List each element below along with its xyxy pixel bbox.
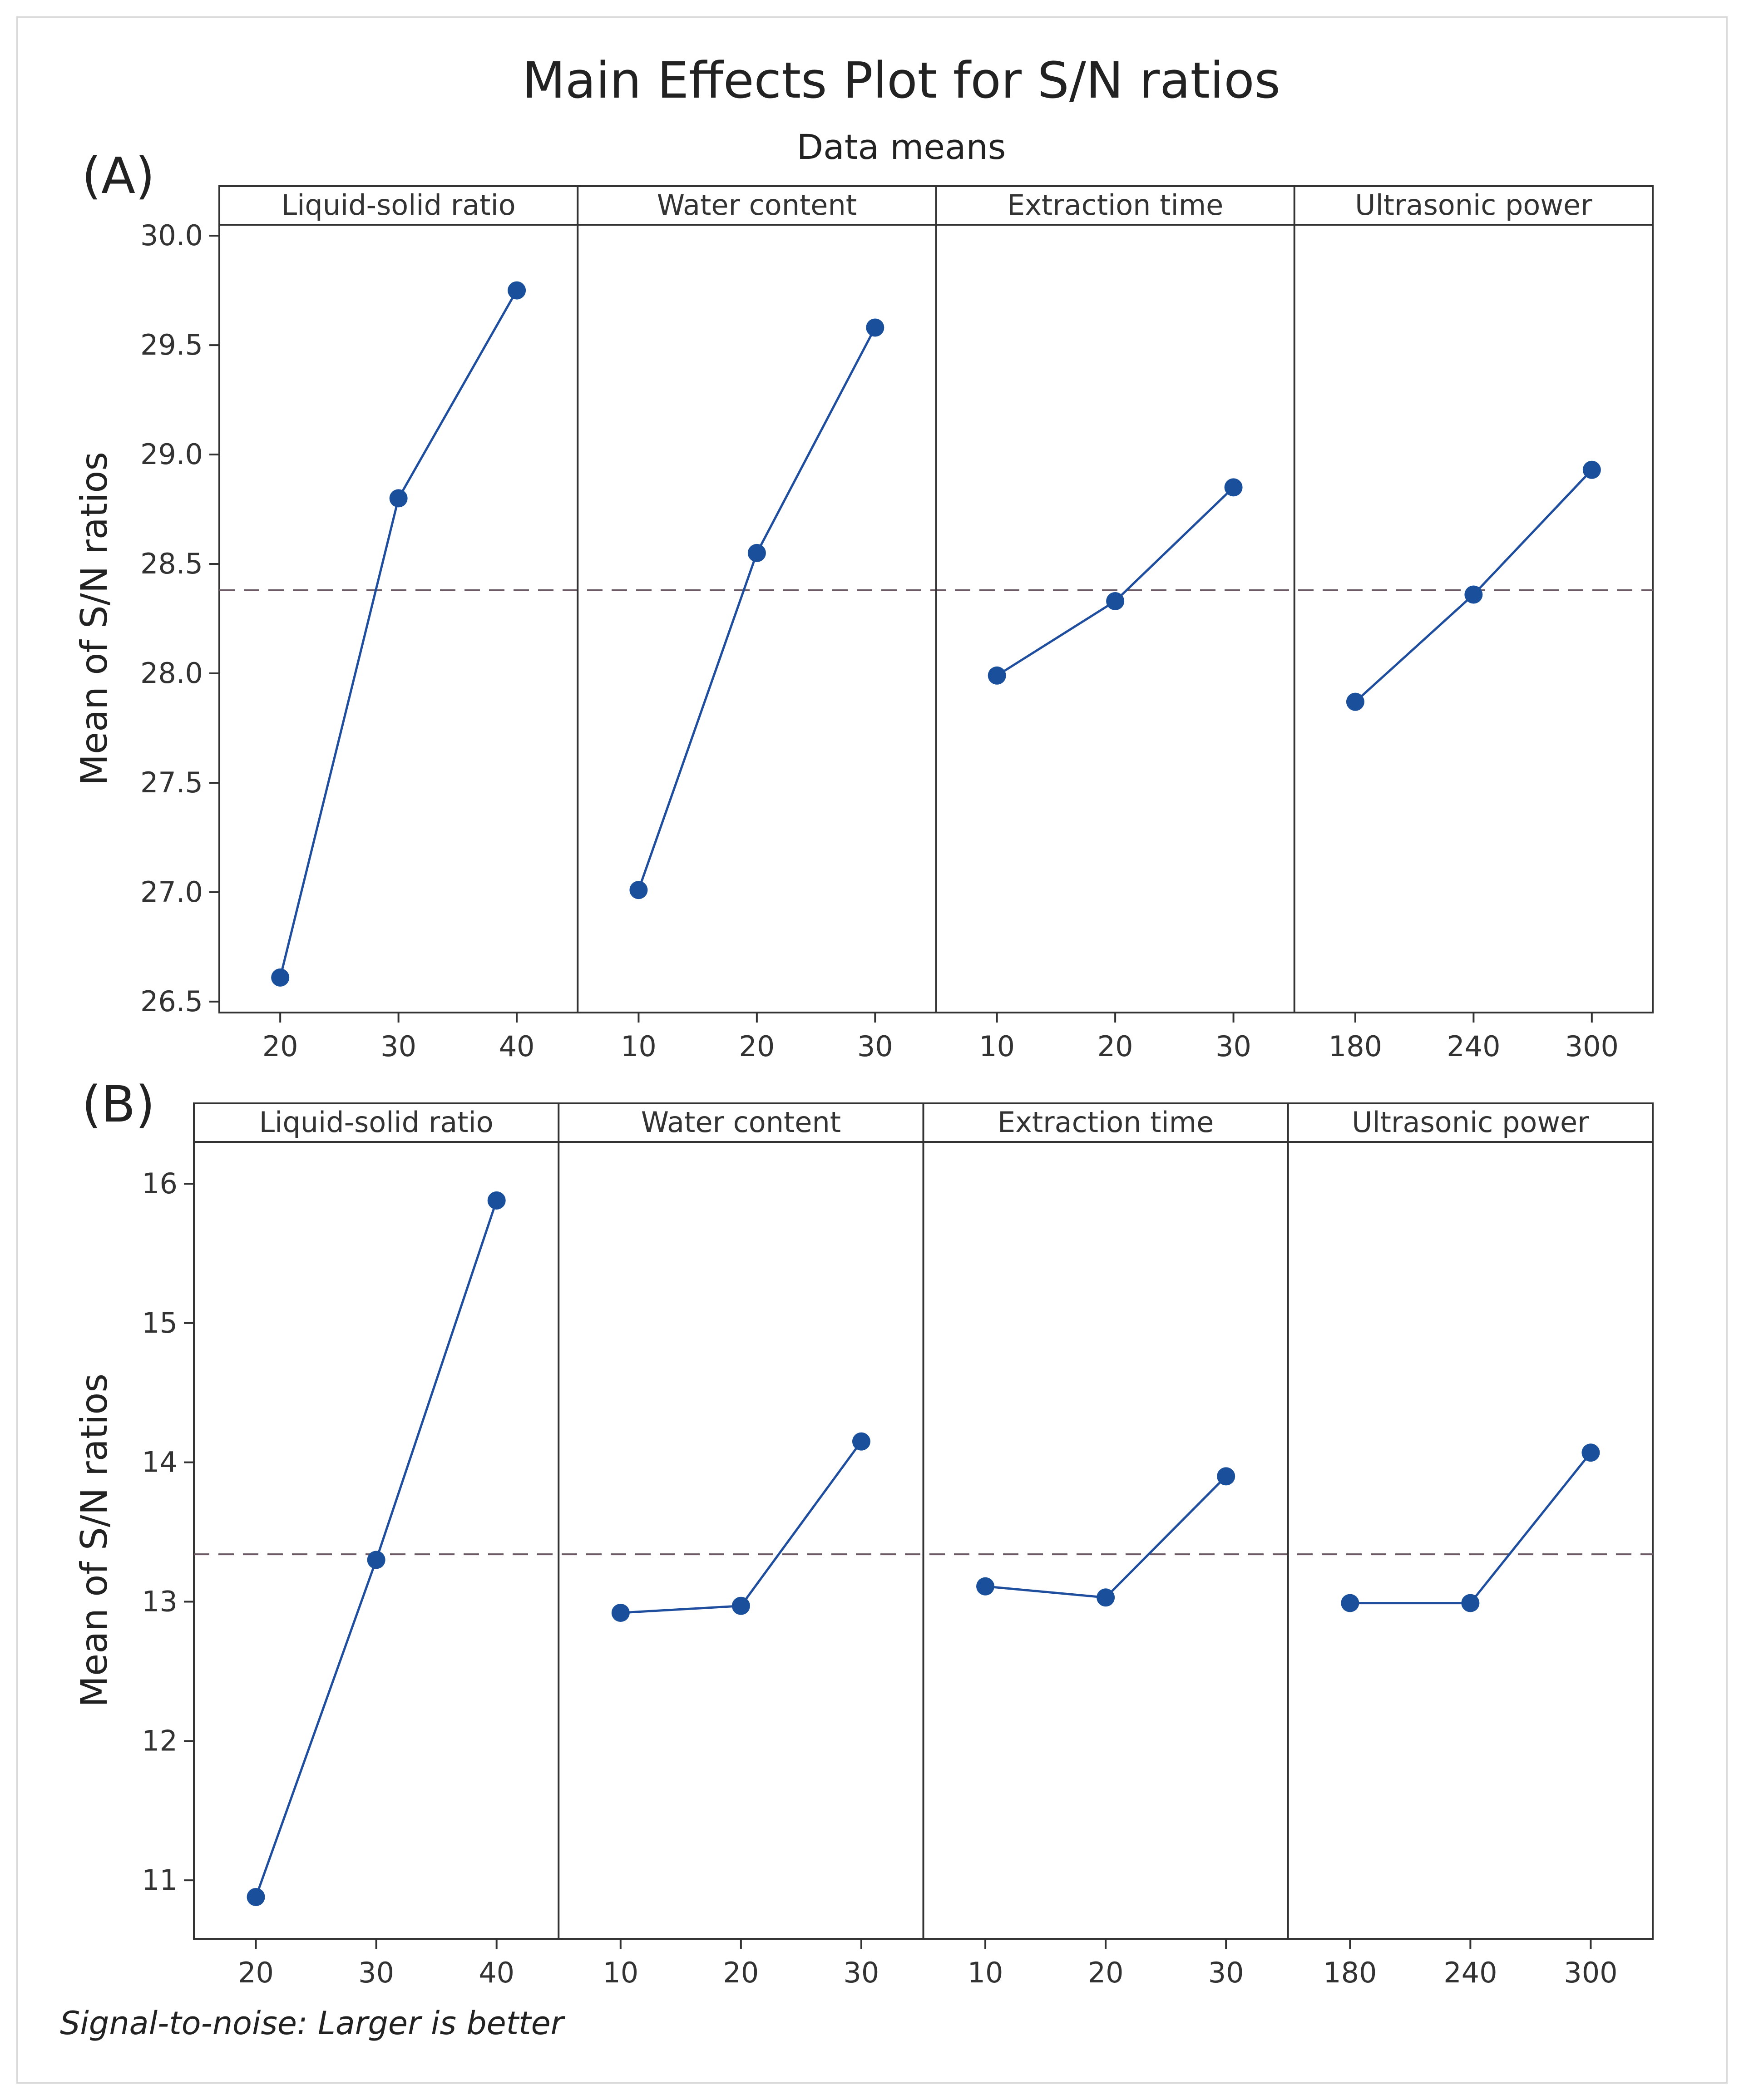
data-point (1341, 1594, 1359, 1612)
facet-label: Extraction time (1007, 188, 1223, 222)
series-line (620, 1441, 862, 1614)
facet-water-content: Water content 10 20 30 (558, 1103, 879, 1989)
panel-b: (B) Mean of S/N ratios 11 12 13 14 15 16 Liquid-… (73, 1075, 1654, 1989)
x-tick-label: 20 (739, 1030, 775, 1063)
series-line (637, 327, 876, 890)
y-tick-label: 15 (142, 1306, 178, 1339)
facet-label: Ultrasonic power (1352, 1106, 1589, 1139)
data-point (1581, 1443, 1600, 1462)
x-tick-label: 30 (1208, 1956, 1244, 1989)
data-point (367, 1551, 385, 1569)
data-point (1217, 1467, 1235, 1486)
y-tick-label: 11 (142, 1863, 178, 1897)
y-tick-label: 29.0 (140, 438, 203, 471)
y-tick-label: 12 (142, 1724, 178, 1757)
data-point (611, 1604, 630, 1622)
chart-subtitle: Data means (797, 127, 1006, 167)
series-line (255, 1200, 498, 1897)
y-tick-label: 16 (142, 1167, 178, 1200)
panels-group: (A) Mean of S/N ratios 26.5 27.0 27.5 28.0 28.… (73, 147, 1654, 1989)
series-line (996, 486, 1235, 677)
data-point (852, 1432, 870, 1451)
series-line (279, 290, 518, 978)
x-tick-label: 20 (1097, 1030, 1133, 1063)
x-tick-label: 180 (1323, 1956, 1377, 1989)
series-line (985, 1475, 1227, 1599)
data-point (271, 968, 290, 987)
data-point (747, 544, 766, 562)
panel-a: (A) Mean of S/N ratios 26.5 27.0 27.5 28.0 28.… (73, 147, 1654, 1063)
facet-liquid-solid-ratio: Liquid-solid ratio 20 30 40 (262, 188, 535, 1063)
x-tick-label: 20 (262, 1030, 298, 1063)
x-tick-label: 30 (1215, 1030, 1251, 1063)
x-tick-label: 240 (1443, 1956, 1497, 1989)
panel-label: (A) (82, 147, 155, 205)
data-point (1346, 692, 1364, 711)
data-point (1461, 1594, 1480, 1612)
facet-label: Extraction time (998, 1106, 1214, 1139)
facet-label: Water content (641, 1106, 841, 1139)
x-tick-label: 180 (1329, 1030, 1382, 1063)
footnote: Signal-to-noise: Larger is better (60, 2005, 566, 2042)
x-tick-label: 10 (603, 1956, 638, 1989)
facet-ultrasonic-power: Ultrasonic power 180 240 300 (1293, 186, 1619, 1063)
y-tick-label: 13 (142, 1585, 178, 1618)
y-tick-label: 28.5 (140, 547, 203, 580)
y-axis-title: Mean of S/N ratios (73, 452, 115, 786)
data-point (1582, 460, 1601, 479)
x-tick-label: 30 (857, 1030, 893, 1063)
y-tick-label: 27.5 (140, 766, 203, 799)
y-tick-label: 28.0 (140, 657, 203, 690)
x-tick-label: 30 (358, 1956, 394, 1989)
series-line (1350, 1452, 1592, 1605)
x-tick-label: 20 (1088, 1956, 1124, 1989)
facet-label: Ultrasonic power (1355, 188, 1592, 222)
data-point (988, 666, 1006, 685)
data-point (1464, 585, 1483, 604)
facet-label: Water content (657, 188, 857, 222)
y-tick-label: 14 (142, 1446, 178, 1479)
y-tick-label: 27.0 (140, 875, 203, 909)
data-point (866, 318, 884, 337)
facet-water-content: Water content 10 20 30 (577, 186, 893, 1063)
facet-extraction-time: Extraction time 10 20 30 (922, 1103, 1244, 1989)
panel-label: (B) (82, 1075, 155, 1133)
data-point (1097, 1588, 1115, 1607)
x-tick-label: 30 (380, 1030, 416, 1063)
x-tick-label: 40 (479, 1956, 514, 1989)
facet-extraction-time: Extraction time 10 20 30 (935, 186, 1251, 1063)
x-tick-label: 240 (1447, 1030, 1500, 1063)
y-axis-title: Mean of S/N ratios (73, 1374, 115, 1707)
chart-title: Main Effects Plot for S/N ratios (522, 51, 1280, 109)
data-point (508, 281, 526, 300)
data-point (247, 1888, 265, 1906)
data-point (487, 1191, 506, 1210)
data-point (976, 1577, 995, 1596)
x-tick-label: 10 (621, 1030, 657, 1063)
x-tick-label: 300 (1565, 1030, 1619, 1063)
x-tick-label: 10 (979, 1030, 1015, 1063)
facet-liquid-solid-ratio: Liquid-solid ratio 20 30 40 (238, 1106, 514, 1989)
data-point (731, 1596, 750, 1615)
facet-label: Liquid-solid ratio (259, 1106, 494, 1139)
data-point (389, 489, 408, 508)
x-tick-label: 10 (968, 1956, 1003, 1989)
data-point (1106, 592, 1125, 610)
x-tick-label: 40 (499, 1030, 535, 1063)
figure-frame (16, 16, 1728, 2084)
data-point (1224, 478, 1243, 497)
x-tick-label: 300 (1564, 1956, 1617, 1989)
x-tick-label: 20 (238, 1956, 274, 1989)
x-tick-label: 30 (843, 1956, 879, 1989)
facet-label: Liquid-solid ratio (282, 188, 516, 222)
x-tick-label: 20 (723, 1956, 759, 1989)
y-tick-label: 26.5 (140, 985, 203, 1018)
y-tick-label: 30.0 (140, 219, 203, 252)
facet-ultrasonic-power: Ultrasonic power 180 240 300 (1287, 1103, 1618, 1989)
y-tick-label: 29.5 (140, 328, 203, 361)
data-point (629, 881, 648, 899)
